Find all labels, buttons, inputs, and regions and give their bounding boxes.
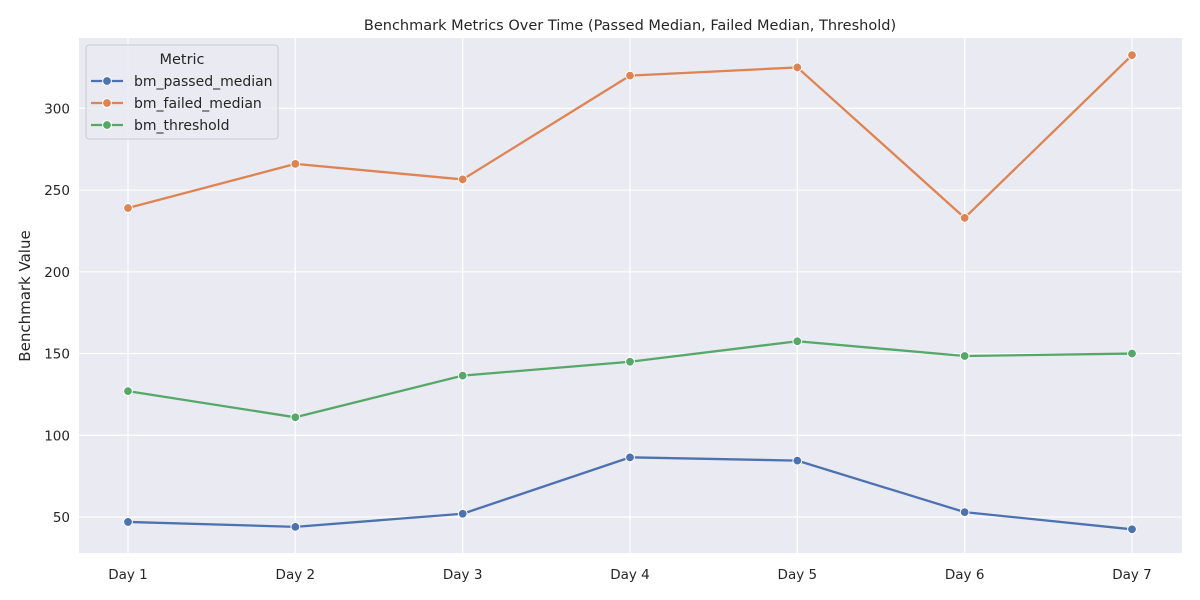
data-point bbox=[1127, 348, 1137, 359]
y-tick-label: 50 bbox=[53, 510, 70, 526]
x-tick-label: Day 3 bbox=[443, 567, 483, 583]
y-tick-label: 100 bbox=[44, 428, 70, 444]
data-point bbox=[625, 356, 635, 367]
y-tick-labels: 50 100 150 200 250 300 bbox=[44, 101, 70, 526]
data-point bbox=[290, 521, 301, 532]
legend-label: bm_failed_median bbox=[134, 96, 262, 112]
legend-item: bm_failed_median bbox=[91, 96, 262, 112]
x-tick-label: Day 6 bbox=[945, 567, 985, 583]
series-bm_threshold bbox=[123, 336, 1137, 423]
y-tick-label: 200 bbox=[44, 265, 70, 281]
legend-item: bm_passed_median bbox=[91, 74, 273, 90]
series-layer bbox=[123, 50, 1137, 535]
data-point bbox=[123, 203, 133, 213]
y-tick-label: 150 bbox=[44, 347, 70, 363]
x-tick-label: Day 1 bbox=[108, 567, 148, 583]
data-point bbox=[290, 158, 301, 169]
data-point bbox=[625, 70, 635, 81]
data-point bbox=[959, 212, 970, 223]
series-bm_failed_median bbox=[123, 50, 1137, 223]
data-point bbox=[123, 517, 133, 527]
data-point bbox=[1127, 50, 1137, 61]
legend-title: Metric bbox=[159, 52, 204, 68]
x-tick-label: Day 2 bbox=[276, 567, 316, 583]
legend-box bbox=[85, 44, 279, 140]
series-bm_passed_median bbox=[123, 452, 1137, 535]
grid bbox=[79, 38, 1182, 553]
data-point bbox=[457, 174, 468, 185]
legend-swatch-marker bbox=[102, 76, 112, 86]
y-axis-label: Benchmark Value bbox=[16, 230, 34, 361]
data-point bbox=[625, 452, 635, 463]
data-point bbox=[792, 62, 803, 73]
legend: Metric bm_passed_medianbm_failed_medianb… bbox=[85, 44, 279, 140]
data-point bbox=[123, 386, 133, 397]
data-point bbox=[959, 351, 970, 361]
x-tick-labels: Day 1 Day 2 Day 3 Day 4 Day 5 Day 6 Day 7 bbox=[108, 567, 1152, 583]
data-point bbox=[959, 507, 970, 518]
data-point bbox=[1127, 524, 1137, 535]
data-point bbox=[290, 412, 301, 423]
x-tick-label: Day 5 bbox=[778, 567, 818, 583]
x-tick-label: Day 7 bbox=[1112, 567, 1152, 583]
x-tick-label: Day 4 bbox=[610, 567, 650, 583]
y-tick-label: 300 bbox=[44, 101, 70, 117]
data-point bbox=[457, 508, 468, 519]
legend-label: bm_threshold bbox=[134, 118, 229, 134]
legend-swatch-marker bbox=[102, 98, 112, 108]
data-point bbox=[792, 455, 803, 466]
data-point bbox=[792, 336, 803, 347]
y-tick-label: 250 bbox=[44, 183, 70, 199]
legend-items: bm_passed_median bm_failed_median bm_thres… bbox=[91, 74, 273, 134]
chart-title: Benchmark Metrics Over Time (Passed Medi… bbox=[364, 18, 896, 34]
data-point bbox=[457, 370, 468, 381]
legend-item: bm_threshold bbox=[91, 118, 229, 134]
legend-label: bm_passed_median bbox=[134, 74, 273, 90]
legend-swatch-marker bbox=[102, 120, 112, 130]
